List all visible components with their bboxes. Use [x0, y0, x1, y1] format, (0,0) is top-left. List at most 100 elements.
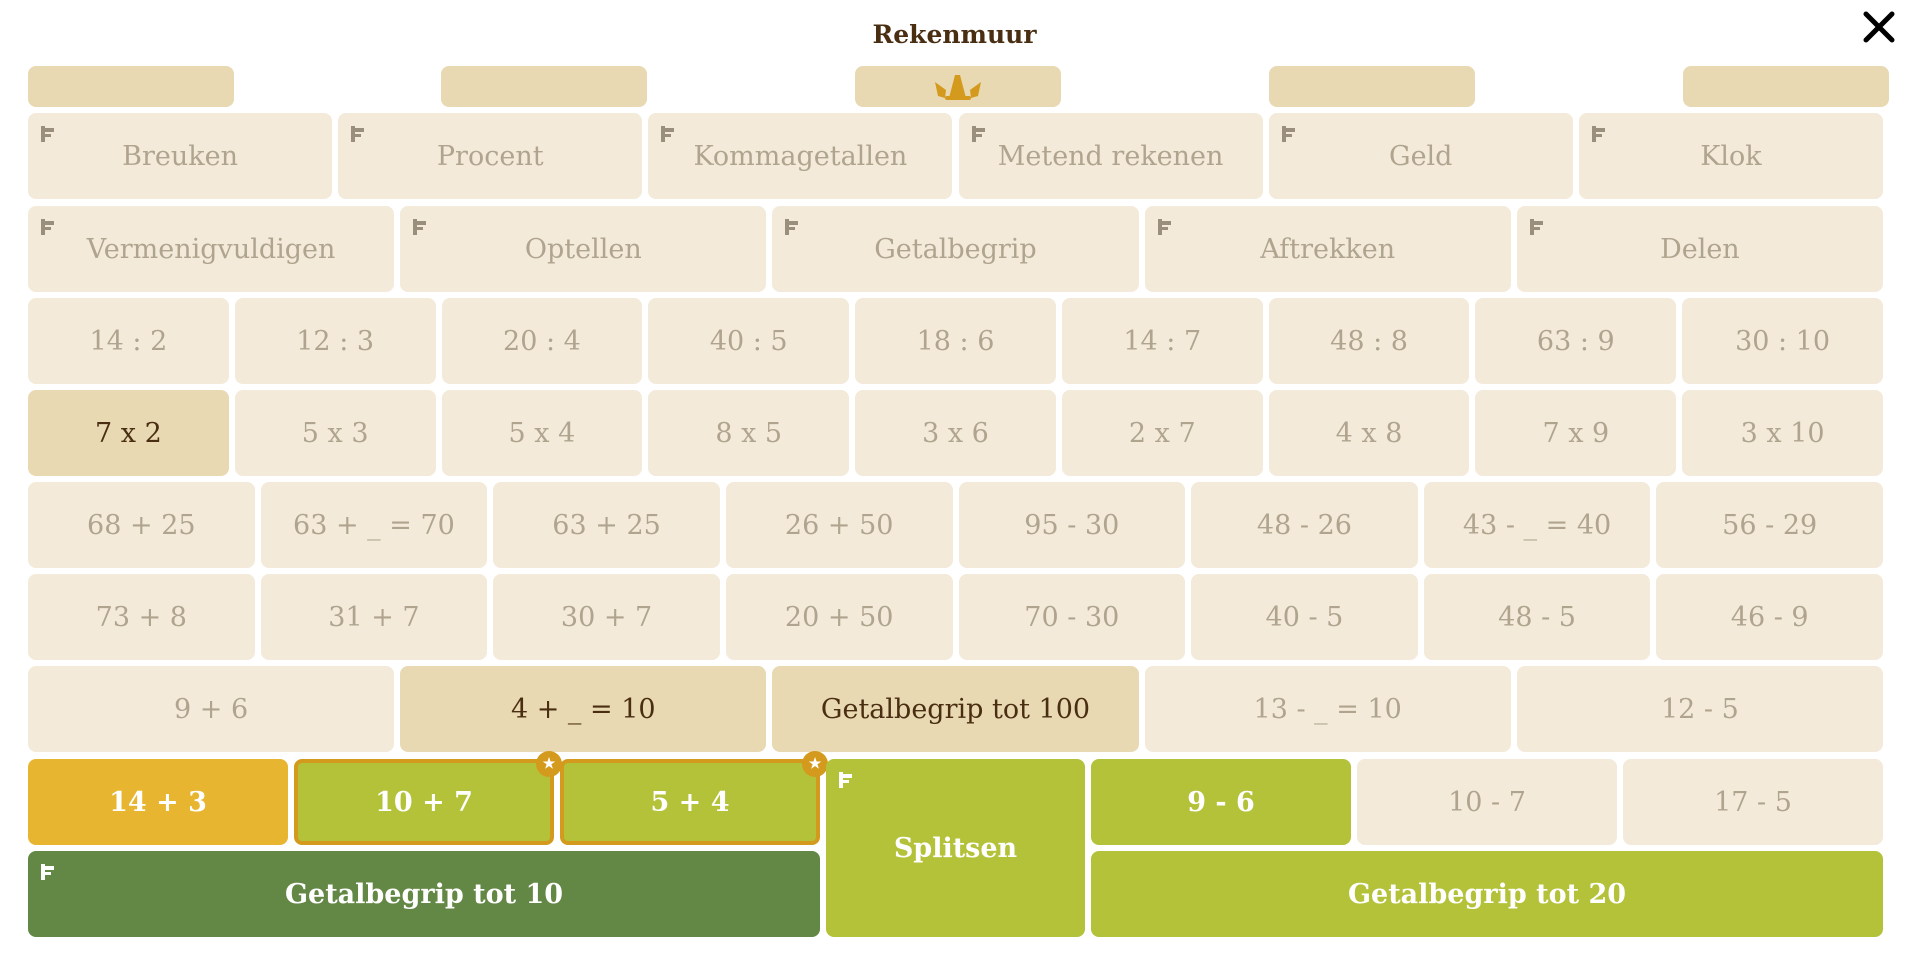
wall-tile-label: 48 : 8	[1330, 325, 1408, 357]
wall-tile[interactable]: 10 - 7	[1357, 759, 1617, 845]
wall-tile-label: 20 : 4	[503, 325, 581, 357]
wall-tile[interactable]: 2 x 7	[1061, 390, 1263, 476]
wall-tile-label: 9 - 6	[1187, 786, 1255, 818]
wall-tile-label: 12 : 3	[296, 325, 375, 357]
wall-tile[interactable]: 48 - 26	[1191, 482, 1418, 568]
wall-tile-label: 3 x 6	[922, 417, 989, 449]
wall-tile[interactable]: 13 - _ = 10	[1144, 666, 1511, 752]
wall-tile-label: 9 + 6	[174, 693, 249, 725]
wall-tile[interactable]: 68 + 25	[28, 482, 255, 568]
wall-tile[interactable]: Delen	[1516, 206, 1883, 292]
wall-tile[interactable]: 70 - 30	[958, 574, 1186, 660]
wall-tile[interactable]: 48 - 5	[1423, 574, 1651, 660]
wall-tile[interactable]: 5 + 4 ★	[560, 751, 828, 845]
wall-tile-label: 63 + 25	[552, 509, 661, 541]
wall-tile[interactable]: Procent	[338, 113, 643, 199]
wall-tile[interactable]: 46 - 9	[1656, 574, 1883, 660]
level-tab[interactable]	[1683, 66, 1889, 107]
wall-tile[interactable]: 14 : 2	[28, 298, 229, 384]
flag-icon	[1157, 219, 1171, 235]
wall-tile[interactable]: 5 x 3	[234, 390, 436, 476]
wall-tile[interactable]: 63 : 9	[1475, 298, 1677, 384]
wall-tile-label: Klok	[1700, 140, 1762, 172]
wall-tile[interactable]: 17 - 5	[1623, 759, 1883, 845]
wall-tile[interactable]: Getalbegrip tot 10	[28, 851, 820, 937]
wall-tile[interactable]: 31 + 7	[260, 574, 488, 660]
wall-tile[interactable]: Optellen	[400, 206, 767, 292]
flag-icon	[785, 219, 799, 235]
wall-tile[interactable]: Getalbegrip tot 20	[1091, 851, 1883, 937]
wall-tile[interactable]: Vermenigvuldigen	[28, 206, 395, 292]
wall-tile-label: 12 - 5	[1660, 693, 1739, 725]
wall-tile[interactable]: 30 : 10	[1682, 298, 1883, 384]
wall-tile[interactable]: 26 + 50	[725, 482, 953, 568]
wall-tile[interactable]: Geld	[1268, 113, 1573, 199]
close-button[interactable]	[1862, 10, 1896, 44]
wall-tile[interactable]: 20 : 4	[441, 298, 643, 384]
wall-tile-label: 63 + _ = 70	[293, 509, 455, 541]
wall-tile[interactable]: Getalbegrip tot 100	[772, 666, 1139, 752]
wall-tile-label: 7 x 9	[1542, 417, 1610, 449]
flag-icon	[41, 219, 54, 235]
wall-tile[interactable]: 95 - 30	[958, 482, 1186, 568]
wall-tile[interactable]: 9 + 6	[28, 666, 395, 752]
wall-tile-label: 10 - 7	[1448, 786, 1526, 818]
level-tab[interactable]	[28, 66, 234, 107]
wall-tile[interactable]: Metend rekenen	[958, 113, 1263, 199]
wall-tile[interactable]: 3 x 10	[1682, 390, 1883, 476]
wall-tile[interactable]: 5 x 4	[441, 390, 643, 476]
wall-tile-label: Delen	[1660, 233, 1740, 265]
flag-icon	[661, 126, 675, 142]
wall-tile[interactable]: 3 x 6	[855, 390, 1056, 476]
wall-tile[interactable]: 7 x 9	[1475, 390, 1677, 476]
wall-tile[interactable]: 73 + 8	[28, 574, 255, 660]
wall-tile[interactable]: Breuken	[28, 113, 333, 199]
flag-icon	[1529, 219, 1543, 235]
wall-tile[interactable]: 12 : 3	[234, 298, 436, 384]
wall-tile[interactable]: 18 : 6	[855, 298, 1056, 384]
level-tab[interactable]	[855, 66, 1061, 107]
wall-tile[interactable]: Kommagetallen	[648, 113, 953, 199]
wall-tile[interactable]: 4 + _ = 10	[400, 666, 767, 752]
wall-tile-label: 48 - 5	[1498, 601, 1576, 633]
wall-tile[interactable]: Klok	[1578, 113, 1883, 199]
wall-tile-label: Getalbegrip tot 10	[284, 878, 564, 910]
flag-icon	[971, 126, 985, 142]
wall-tile[interactable]: 63 + 25	[493, 482, 720, 568]
wall-tile-label: 46 - 9	[1730, 601, 1809, 633]
wall-tile-label: Aftrekken	[1260, 233, 1396, 265]
wall-tile[interactable]: 63 + _ = 70	[260, 482, 488, 568]
wall-tile-label: 31 + 7	[328, 601, 420, 633]
wall-tile[interactable]: 9 - 6	[1091, 759, 1351, 845]
wall-tile-label: 56 - 29	[1722, 509, 1818, 541]
wall-tile[interactable]: 43 - _ = 40	[1423, 482, 1651, 568]
flag-icon	[41, 126, 54, 142]
crown-icon	[935, 75, 981, 100]
wall-tile[interactable]: 4 x 8	[1268, 390, 1470, 476]
wall-tile-label: Vermenigvuldigen	[86, 233, 336, 265]
wall-tile[interactable]: 14 : 7	[1061, 298, 1263, 384]
wall-tile[interactable]: 48 : 8	[1268, 298, 1470, 384]
wall-tile[interactable]: 40 - 5	[1191, 574, 1418, 660]
wall-tile[interactable]: 56 - 29	[1656, 482, 1883, 568]
wall-tile[interactable]: 30 + 7	[493, 574, 720, 660]
wall-tile[interactable]: 8 x 5	[648, 390, 850, 476]
wall-tile[interactable]: 12 - 5	[1516, 666, 1883, 752]
wall-tile[interactable]: 7 x 2	[28, 390, 229, 476]
star-badge-icon: ★	[536, 751, 562, 777]
flag-icon	[351, 126, 365, 142]
wall-tile[interactable]: Splitsen	[826, 759, 1085, 937]
wall-tile[interactable]: Aftrekken	[1144, 206, 1511, 292]
level-tab[interactable]	[1269, 66, 1475, 107]
wall-tile-label: 4 + _ = 10	[510, 693, 656, 725]
wall-tile[interactable]: Getalbegrip	[772, 206, 1139, 292]
wall-tile[interactable]: 10 + 7 ★	[294, 751, 562, 845]
level-tab[interactable]	[441, 66, 647, 107]
wall-tile[interactable]: 14 + 3	[28, 759, 288, 845]
wall-tile[interactable]: 40 : 5	[648, 298, 850, 384]
wall-tile-label: Geld	[1389, 140, 1453, 172]
wall-tile-label: 18 : 6	[916, 325, 995, 357]
wall-tile[interactable]: 20 + 50	[725, 574, 953, 660]
wall-tile-label: 3 x 10	[1740, 417, 1825, 449]
wall-tile-label: 17 - 5	[1714, 786, 1792, 818]
